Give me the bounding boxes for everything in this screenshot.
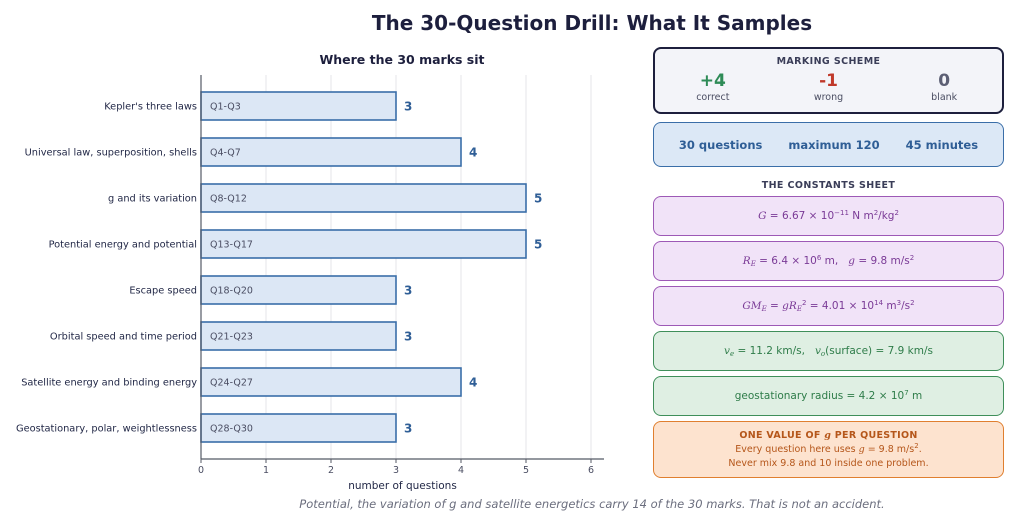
constants-sheet-heading: THE CONSTANTS SHEET (761, 180, 896, 191)
marking-correct: +4 correct (655, 71, 771, 103)
bar-range-label: Q13-Q17 (210, 240, 253, 251)
constant-gravitational: G = 6.67 × 10−11 N m2/kg2 (653, 196, 1004, 236)
bar-value-label: 3 (404, 422, 412, 436)
footnote: Potential, the variation of g and satell… (299, 497, 885, 511)
category-label: Geostationary, polar, weightlessness (16, 424, 197, 435)
category-label: g and its variation (108, 194, 197, 205)
bar (200, 183, 527, 213)
time-limit: 45 minutes (905, 137, 979, 152)
category-label: Escape speed (129, 286, 197, 297)
x-tick-label: 6 (588, 465, 594, 476)
one-value-note: ONE VALUE OF g PER QUESTION Every questi… (653, 421, 1004, 478)
category-label: Orbital speed and time period (50, 332, 197, 343)
x-tick-label: 4 (458, 465, 464, 476)
page-title: The 30-Question Drill: What It Samples (371, 11, 813, 35)
x-tick-label: 3 (393, 465, 399, 476)
bar-range-label: Q24-Q27 (210, 378, 253, 389)
bar-value-label: 5 (534, 238, 542, 252)
category-label: Universal law, superposition, shells (25, 148, 197, 159)
exam-summary-panel: 30 questions maximum 120 45 minutes (653, 122, 1004, 167)
bar (200, 229, 527, 259)
bar-range-label: Q18-Q20 (210, 286, 253, 297)
bar-range-label: Q4-Q7 (210, 148, 241, 159)
wrong-label: wrong (813, 92, 844, 103)
questions-bar-chart: Q1-Q3 3 Kepler's three laws Q4-Q7 4 Universal… (16, 75, 604, 492)
maximum-marks: maximum 120 (788, 137, 880, 152)
marking-scheme-panel: MARKING SCHEME +4 correct -1 wrong 0 bla… (653, 47, 1004, 114)
bar-value-label: 3 (404, 330, 412, 344)
x-tick-label: 1 (263, 465, 269, 476)
bar (200, 413, 397, 443)
bar-range-label: Q8-Q12 (210, 194, 247, 205)
marking-blank: 0 blank (886, 71, 1002, 103)
bar-value-label: 4 (469, 146, 477, 160)
marking-wrong: -1 wrong (771, 71, 887, 103)
bar (200, 321, 397, 351)
bar (200, 275, 397, 305)
one-value-line1: Every question here uses g = 9.8 m/s2. (735, 442, 922, 456)
constant-geostationary-radius: geostationary radius = 4.2 × 107 m (653, 376, 1004, 416)
wrong-value: -1 (819, 71, 838, 91)
category-label: Satellite energy and binding energy (21, 378, 197, 389)
one-value-heading: ONE VALUE OF g PER QUESTION (739, 430, 918, 441)
correct-label: correct (696, 92, 730, 103)
correct-value: +4 (699, 71, 726, 91)
bar-value-label: 3 (404, 284, 412, 298)
question-count: 30 questions (678, 137, 763, 152)
bar-value-label: 3 (404, 100, 412, 114)
blank-label: blank (931, 92, 958, 103)
bar-value-label: 5 (534, 192, 542, 206)
x-tick-label: 5 (523, 465, 529, 476)
constant-speeds: ve = 11.2 km/s, vo(surface) = 7.9 km/s (653, 331, 1004, 371)
blank-value: 0 (938, 71, 951, 91)
one-value-line2: Never mix 9.8 and 10 inside one problem. (728, 458, 929, 469)
constant-earth-radius-g: RE = 6.4 × 106 m, g = 9.8 m/s2 (653, 241, 1004, 281)
bar-range-label: Q21-Q23 (210, 332, 253, 343)
category-label: Kepler's three laws (104, 102, 197, 113)
category-label: Potential energy and potential (49, 240, 197, 251)
bar-range-label: Q1-Q3 (210, 102, 241, 113)
bar (200, 367, 462, 397)
x-tick-label: 2 (328, 465, 334, 476)
x-axis-label: number of questions (348, 480, 457, 492)
bar-value-label: 4 (469, 376, 477, 390)
bar-range-label: Q28-Q30 (210, 424, 253, 435)
x-tick-label: 0 (198, 465, 204, 476)
constant-gme: GME = gRE2 = 4.01 × 1014 m3/s2 (653, 286, 1004, 326)
chart-title: Where the 30 marks sit (319, 52, 485, 67)
marking-scheme-heading: MARKING SCHEME (776, 56, 881, 67)
